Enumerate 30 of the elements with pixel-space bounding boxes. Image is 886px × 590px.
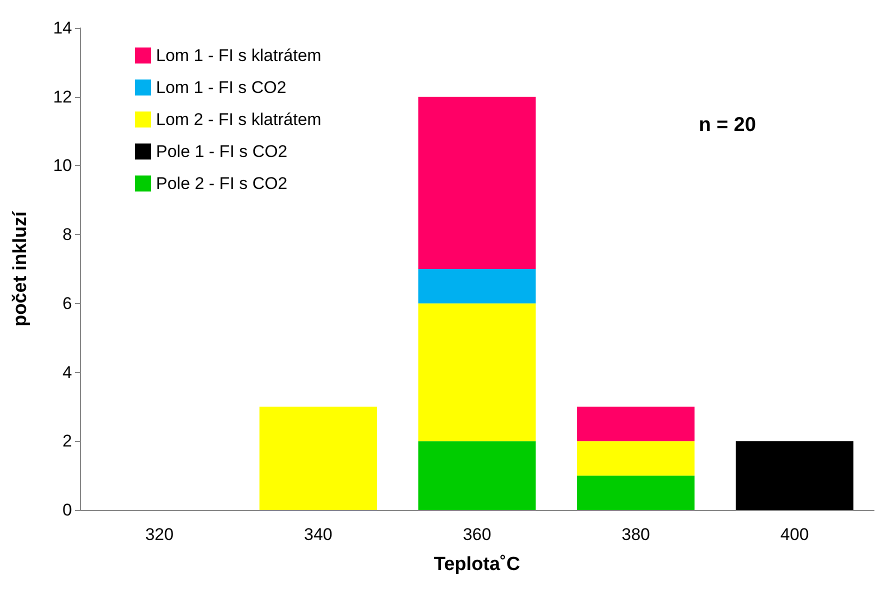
y-tick-label: 10 <box>53 156 72 176</box>
bar <box>418 303 536 442</box>
bar <box>577 476 695 510</box>
bar <box>577 406 695 442</box>
x-tick-label: 320 <box>145 525 174 544</box>
x-tick-label: 400 <box>780 525 809 544</box>
y-tick-label: 14 <box>53 18 72 38</box>
bar <box>736 441 854 510</box>
legend-label: Lom 1 - FI s CO2 <box>156 78 286 97</box>
y-axis-title: počet inkluzí <box>10 210 31 327</box>
y-tick-label: 2 <box>62 432 72 451</box>
y-tick-label: 0 <box>62 500 72 520</box>
bar <box>418 96 536 269</box>
y-tick-label: 4 <box>62 362 72 382</box>
y-tick-label: 8 <box>62 225 72 244</box>
bar <box>418 441 536 510</box>
x-tick-label: 380 <box>622 525 650 544</box>
legend-label: Pole 1 - FI s CO2 <box>156 142 288 161</box>
legend-label: Lom 1 - FI s klatrátem <box>156 46 322 65</box>
y-tick-label: 12 <box>53 87 72 106</box>
bar <box>259 406 377 510</box>
legend-label: Lom 2 - FI s klatrátem <box>156 110 322 129</box>
bar <box>418 269 536 304</box>
y-tick-label: 6 <box>62 294 72 313</box>
x-tick-label: 340 <box>304 525 332 544</box>
legend-label: Pole 2 - FI s CO2 <box>156 174 288 193</box>
x-tick-label: 360 <box>462 525 492 544</box>
bar <box>577 441 695 476</box>
x-axis-title: Teplota˚C <box>434 554 520 575</box>
annotation: n = 20 <box>698 114 756 136</box>
